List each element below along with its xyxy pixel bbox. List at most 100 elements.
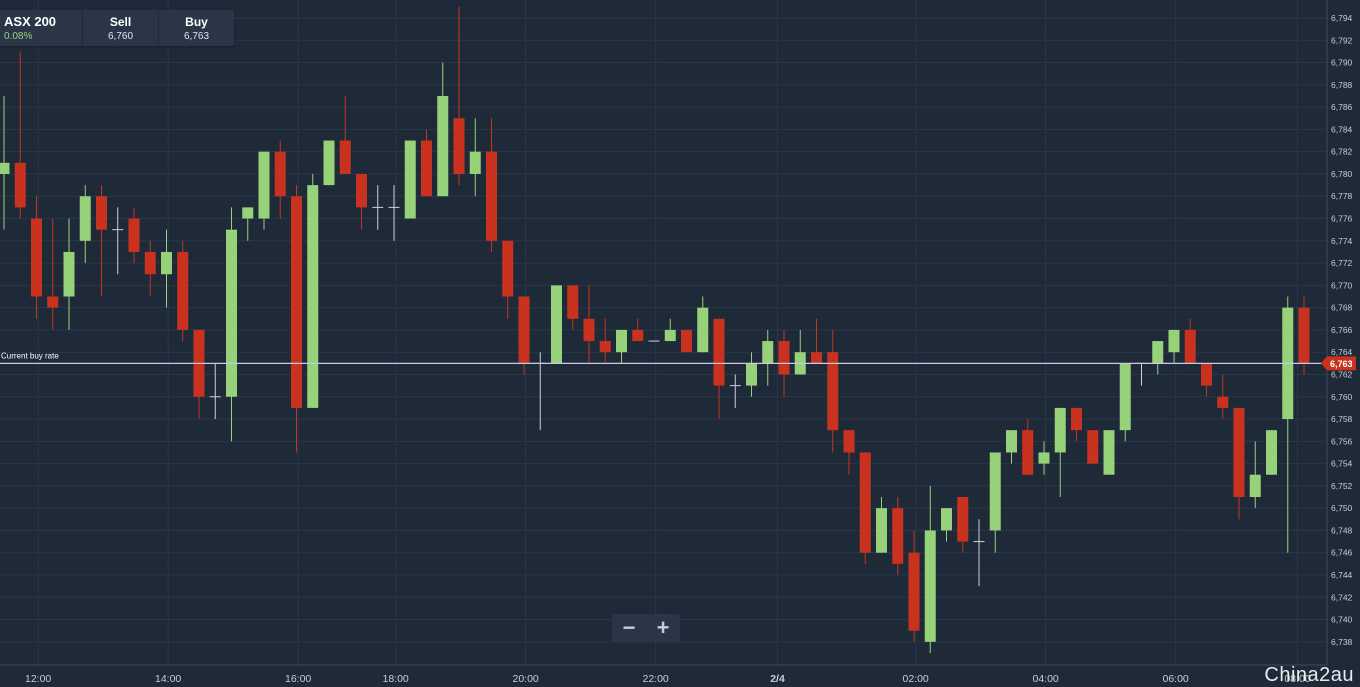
candle-body [1038, 452, 1050, 464]
y-tick-label: 6,786 [1331, 102, 1353, 112]
candle-down [274, 140, 286, 219]
zoom-controls: − + [612, 614, 680, 642]
candle-body [1298, 307, 1310, 364]
buy-button[interactable]: Buy 6,763 [158, 10, 234, 46]
candle-up [697, 296, 709, 353]
candle-up [1282, 296, 1294, 553]
candle-up [372, 185, 384, 230]
sell-button[interactable]: Sell 6,760 [82, 10, 158, 46]
x-tick-label: 14:00 [155, 673, 181, 685]
y-tick-label: 6,772 [1331, 258, 1353, 268]
candle-up [551, 285, 562, 364]
candle-body [583, 318, 595, 342]
candle-up [1006, 430, 1017, 464]
y-tick-label: 6,754 [1331, 459, 1353, 469]
candle-up [1119, 363, 1131, 442]
x-tick-label: 22:00 [642, 673, 668, 685]
candle-body [892, 508, 904, 564]
buy-label: Buy [185, 14, 208, 29]
grid [0, 0, 1327, 665]
y-tick-label: 6,768 [1331, 303, 1353, 313]
candle-body [924, 530, 936, 642]
candle-body [1266, 430, 1277, 475]
candle-down [502, 240, 514, 319]
candle-body [697, 307, 709, 353]
y-tick-label: 6,770 [1331, 280, 1353, 290]
y-tick-label: 6,776 [1331, 214, 1353, 224]
candle-body [664, 329, 676, 342]
x-tick-label: 06:00 [1162, 673, 1188, 685]
candle-body [989, 452, 1001, 531]
candle-body [1233, 407, 1245, 498]
candle-body [599, 341, 611, 353]
candle-body [681, 329, 692, 353]
candle-body [63, 251, 75, 297]
x-tick-label: 20:00 [512, 673, 538, 685]
y-tick-label: 6,762 [1331, 369, 1353, 379]
instrument-info-panel: ASX 200 0.08% Sell 6,760 Buy 6,763 [0, 10, 234, 46]
candle-down [31, 196, 42, 319]
x-tick-label: 16:00 [285, 673, 311, 685]
zoom-out-button[interactable]: − [622, 615, 636, 640]
candle-up [226, 207, 237, 442]
y-tick-label: 6,756 [1331, 436, 1353, 446]
candle-down [291, 185, 302, 453]
y-tick-label: 6,764 [1331, 347, 1353, 357]
candle-up [1038, 441, 1050, 475]
candle-body [31, 218, 42, 297]
candle-body [1006, 430, 1017, 453]
candle-down [892, 497, 904, 575]
sell-label: Sell [109, 14, 132, 29]
instrument-change: 0.08% [4, 31, 33, 42]
candle-body [242, 207, 254, 219]
candle-body [128, 218, 140, 252]
candle-body [79, 196, 91, 241]
y-tick-label: 6,750 [1331, 503, 1353, 513]
y-tick-label: 6,794 [1331, 13, 1353, 23]
candle-body [47, 296, 59, 308]
price-tag-shape [1321, 356, 1356, 371]
candle-up [209, 363, 221, 420]
candle-down [632, 318, 644, 342]
candle-body [177, 251, 189, 330]
candle-down [1201, 363, 1212, 397]
zoom-in-button[interactable]: + [656, 615, 670, 640]
y-tick-label: 6,790 [1331, 58, 1353, 68]
candle-down [1071, 407, 1082, 442]
x-tick-label: 02:00 [902, 673, 928, 685]
x-axis-labels: 12:00 14:00 16:00 18:00 20:00 22:00 2/4 02:00 04… [25, 673, 1311, 685]
candle-body [486, 151, 497, 241]
candle-down [14, 51, 26, 219]
x-tick-label: 04:00 [1032, 673, 1058, 685]
candle-body [96, 196, 107, 230]
candle-up [161, 229, 172, 308]
candle-body [551, 285, 562, 364]
candle-down [1022, 419, 1034, 475]
candle-body [339, 140, 351, 174]
candle-down [96, 185, 107, 297]
y-tick-label: 6,780 [1331, 169, 1353, 179]
instrument-cell[interactable]: ASX 200 0.08% [0, 10, 82, 46]
candle-up [924, 485, 936, 653]
candle-down [1298, 296, 1310, 375]
candle-body [778, 341, 790, 375]
candle-down [518, 296, 530, 375]
candle-body [453, 118, 465, 174]
y-axis-labels: 6,738 6,740 6,742 6,744 6,746 6,748 6,750 6,752… [1331, 13, 1353, 647]
candle-down [339, 95, 351, 174]
candle-body [502, 240, 514, 297]
candle-up [112, 207, 124, 275]
candle-down [356, 173, 367, 230]
candle-body [0, 162, 10, 174]
candle-down [421, 129, 432, 197]
current-price-tag: 6,763 [1321, 356, 1356, 371]
watermark-text: China2au [1264, 664, 1354, 686]
candle-up [876, 497, 887, 553]
y-tick-label: 6,778 [1331, 191, 1353, 201]
candle-down [453, 6, 465, 186]
candle-body [713, 318, 725, 386]
candle-body [226, 229, 237, 397]
candle-body [356, 173, 367, 208]
candle-body [876, 508, 887, 553]
y-tick-label: 6,748 [1331, 525, 1353, 535]
